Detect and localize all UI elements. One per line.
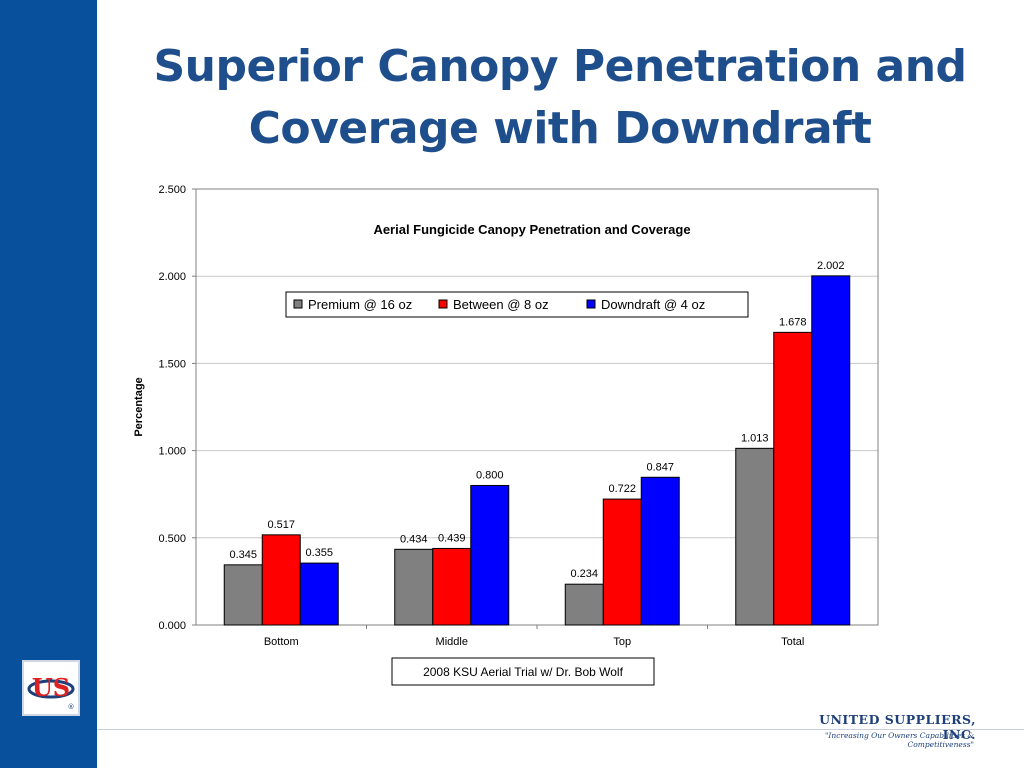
y-tick-label: 0.500 (158, 533, 186, 545)
bar (773, 331, 813, 626)
data-label: 1.013 (741, 432, 769, 444)
bar (432, 547, 472, 626)
legend-swatch (586, 299, 596, 309)
bars (223, 275, 851, 626)
slide-title: Superior Canopy Penetration and Coverage… (110, 36, 1010, 160)
x-tick-label: Total (781, 636, 804, 648)
bar (811, 275, 851, 626)
legend: Premium @ 16 oz Between @ 8 oz Downdraft @… (285, 291, 749, 318)
bar (735, 447, 775, 626)
logo-registered-mark: ® (68, 703, 75, 711)
bar (470, 484, 510, 626)
legend-box (285, 291, 749, 318)
bar (223, 564, 263, 626)
data-label: 0.722 (608, 483, 636, 495)
bar (261, 534, 301, 626)
x-tick-label: Bottom (264, 636, 299, 648)
bar (640, 476, 680, 626)
bar (564, 583, 604, 626)
chart-title: Aerial Fungicide Canopy Penetration and … (373, 222, 690, 237)
company-name: UNITED SUPPLIERS, INC. (819, 712, 976, 742)
data-label: 0.355 (305, 547, 333, 559)
footer-divider (97, 729, 1024, 730)
chart-note: 2008 KSU Aerial Trial w/ Dr. Bob Wolf (391, 657, 655, 686)
legend-swatch (293, 299, 303, 309)
logo-text: US (32, 673, 70, 702)
y-tick-label: 1.500 (158, 358, 186, 370)
company-tagline: "Increasing Our Owners Capabilities & Co… (824, 731, 974, 749)
bar (299, 562, 339, 626)
legend-swatch (438, 299, 448, 309)
bar (602, 498, 642, 626)
data-label: 0.847 (646, 461, 674, 473)
bar (394, 548, 434, 626)
y-tick-label: 2.500 (158, 184, 186, 196)
y-tick-label: 0.000 (158, 620, 186, 632)
legend-label: Premium @ 16 oz (308, 297, 412, 312)
x-tick-label: Top (613, 636, 631, 648)
axes: 0.000 0.500 1.000 1.500 2.000 2.500 Bottom Midd… (158, 184, 804, 648)
us-logo: US ® (22, 660, 80, 716)
us-logo-icon: US ® (27, 673, 75, 711)
data-label: 0.434 (400, 533, 428, 545)
y-tick-label: 2.000 (158, 271, 186, 283)
data-label: 0.517 (267, 519, 295, 531)
data-label: 1.678 (779, 316, 807, 328)
chart-note-box (391, 657, 655, 686)
legend-label: Downdraft @ 4 oz (601, 297, 705, 312)
slide-title-line-1: Superior Canopy Penetration and (153, 41, 967, 92)
sidebar-band (0, 0, 97, 768)
slide-title-line-2: Coverage with Downdraft (248, 103, 872, 154)
x-tick-label: Middle (436, 636, 468, 648)
legend-label: Between @ 8 oz (453, 297, 549, 312)
data-label: 2.002 (817, 260, 845, 272)
data-labels: 0.345 0.517 0.355 0.434 0.439 0.800 0.234 0.722… (229, 260, 844, 580)
data-label: 0.345 (229, 549, 257, 561)
y-axis-label: Percentage (133, 377, 145, 436)
data-label: 0.800 (476, 469, 504, 481)
y-tick-label: 1.000 (158, 446, 186, 458)
data-label: 0.234 (570, 568, 598, 580)
chart-note-text: 2008 KSU Aerial Trial w/ Dr. Bob Wolf (423, 665, 624, 679)
data-label: 0.439 (438, 532, 466, 544)
